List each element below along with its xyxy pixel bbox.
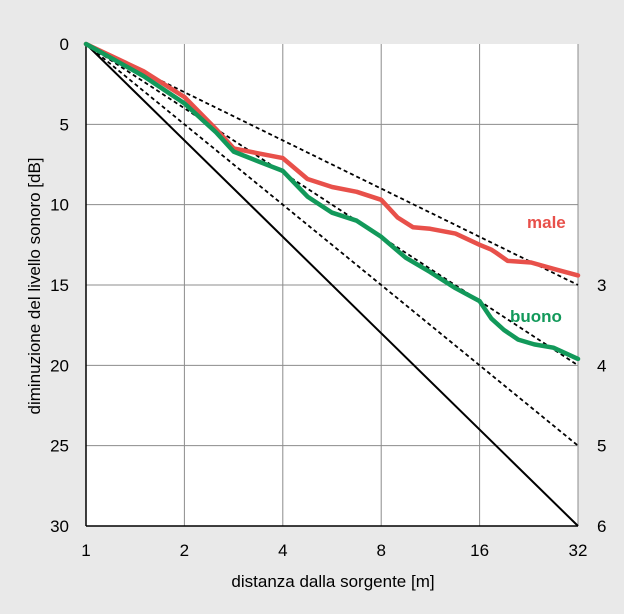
series-group [83,41,581,362]
x-tick-label: 16 [470,541,489,560]
reference-line-5 [85,43,579,447]
x-tick-label: 4 [278,541,287,560]
x-tick-label: 8 [376,541,385,560]
tick-labels: 0 5 10 15 20 25 30 1 2 4 8 16 32 [50,35,587,560]
y-tick-label: 20 [50,356,69,375]
y-tick-label: 0 [60,35,69,54]
reference-label-4: 4 [597,356,606,375]
reference-line-6 [85,43,579,527]
reference-label-6: 6 [597,517,606,536]
y-axis-title: diminuzione del livello sonoro [dB] [25,157,44,414]
series-line-buono [83,41,581,362]
reference-label-3: 3 [597,276,606,295]
y-tick-label: 30 [50,517,69,536]
x-tick-label: 32 [569,541,588,560]
series-labels: male buono [510,213,566,326]
y-tick-label: 15 [50,276,69,295]
series-label-male: male [527,213,566,232]
reference-labels: 3 4 5 6 [597,276,606,536]
series-label-buono: buono [510,307,562,326]
x-axis-title: distanza dalla sorgente [m] [231,572,434,591]
y-tick-label: 5 [60,115,69,134]
y-tick-label: 25 [50,437,69,456]
y-tick-label: 10 [50,196,69,215]
reference-label-5: 5 [597,437,606,456]
x-tick-label: 1 [81,541,90,560]
x-tick-label: 2 [180,541,189,560]
